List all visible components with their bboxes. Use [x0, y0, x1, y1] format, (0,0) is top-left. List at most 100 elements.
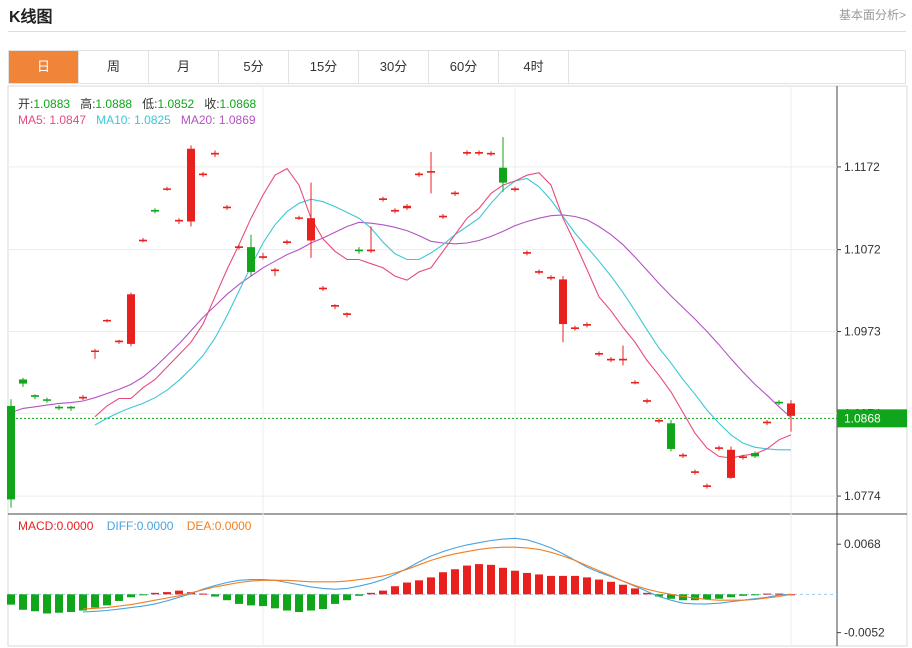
ma5-value: 1.0847 [49, 113, 87, 127]
macd-readout: MACD:0.0000 DIFF:0.0000 DEA:0.0000 [18, 519, 251, 533]
low-value: 1.0852 [157, 97, 195, 111]
tab-30min[interactable]: 30分 [359, 51, 429, 83]
macd-bar [439, 572, 447, 595]
macd-bar [499, 567, 507, 595]
ma-readout: MA5: 1.0847 MA10: 1.0825 MA20: 1.0869 [18, 113, 256, 127]
candle-body [235, 246, 243, 248]
candle-body [403, 205, 411, 209]
macd-bar [55, 594, 63, 613]
macd-bar [259, 594, 267, 607]
macd-bar [571, 575, 579, 595]
tab-4hour[interactable]: 4时 [499, 51, 569, 83]
dea-line [82, 546, 792, 610]
candle-body [511, 188, 519, 191]
y-tick-label: 1.0973 [844, 324, 881, 338]
diff-value: 0.0000 [136, 519, 174, 533]
macd-value: 0.0000 [56, 519, 94, 533]
current-price-tag [837, 409, 907, 428]
tab-day[interactable]: 日 [9, 51, 79, 83]
candle-body [763, 421, 771, 424]
candle-body [127, 294, 135, 344]
tab-5min[interactable]: 5分 [219, 51, 289, 83]
candle-body [163, 188, 171, 190]
y-tick-label: 1.1072 [844, 243, 881, 257]
candle-body [391, 209, 399, 212]
open-value: 1.0883 [33, 97, 71, 111]
macd-bar [19, 594, 27, 610]
dea-label: DEA: [186, 519, 215, 533]
macd-bar [403, 582, 411, 595]
candle-body [487, 152, 495, 155]
candle-body [499, 167, 507, 183]
candle-body [715, 447, 723, 449]
candle-body [631, 381, 639, 384]
macd-bar [67, 594, 75, 612]
macd-bar [451, 569, 459, 595]
macd-bar [463, 565, 471, 595]
macd-bar [247, 594, 255, 606]
macd-bar [619, 584, 627, 595]
macd-bar [607, 581, 615, 595]
candle-body [319, 287, 327, 290]
macd-bar [379, 590, 387, 595]
candle-body [655, 419, 663, 422]
tab-15min[interactable]: 15分 [289, 51, 359, 83]
candle-body [295, 217, 303, 219]
candle-body [463, 152, 471, 154]
macd-bar [775, 593, 783, 595]
candle-body [31, 395, 39, 397]
candle-body [139, 239, 147, 242]
macd-bar [679, 594, 687, 601]
candle-body [247, 247, 255, 272]
open-label: 开: [18, 97, 34, 111]
macd-bar [547, 575, 555, 595]
candle-body [43, 399, 51, 401]
tab-60min[interactable]: 60分 [429, 51, 499, 83]
macd-label: MACD: [18, 519, 57, 533]
candle-body [151, 209, 159, 212]
close-value: 1.0868 [219, 97, 257, 111]
macd-bar [115, 594, 123, 601]
macd-bar [427, 577, 435, 595]
macd-bar [715, 594, 723, 599]
tab-month[interactable]: 月 [149, 51, 219, 83]
fundamental-analysis-link[interactable]: 基本面分析> [838, 8, 906, 22]
ma5-label: MA5: [18, 113, 47, 127]
candle-body [259, 256, 267, 258]
candle-body [367, 249, 375, 252]
candle-body [223, 206, 231, 209]
candle-body [187, 148, 195, 222]
diff-label: DIFF: [106, 519, 137, 533]
candle-body [475, 152, 483, 154]
y-tick-label: 1.0774 [844, 489, 881, 503]
macd-bar [271, 594, 279, 609]
candle-body [415, 173, 423, 176]
candle-body [571, 327, 579, 330]
candle-body [667, 423, 675, 449]
candle-body [535, 271, 543, 273]
dea-value: 0.0000 [214, 519, 252, 533]
ohlc-readout: 开:1.0883 高:1.0888 低:1.0852 收:1.0868 [18, 95, 256, 112]
macd-bar [523, 572, 531, 595]
macd-bar [691, 594, 699, 601]
y-tick-label: 1.1172 [844, 160, 880, 174]
macd-bar [79, 594, 87, 611]
candle-body [439, 215, 447, 218]
candle-body [307, 218, 315, 241]
candle-body [679, 454, 687, 457]
high-label: 高: [80, 97, 96, 111]
ma10-value: 1.0825 [134, 113, 171, 127]
macd-bar [643, 592, 651, 595]
macd-bar [355, 594, 363, 596]
macd-bar [535, 574, 543, 595]
tab-week[interactable]: 周 [79, 51, 149, 83]
macd-bar [415, 580, 423, 595]
macd-bar [211, 594, 219, 597]
macd-y-tick-label: -0.0052 [844, 626, 885, 640]
candle-body [751, 453, 759, 457]
candle-body [175, 219, 183, 222]
candle-body [451, 192, 459, 195]
ma5-line [94, 167, 792, 459]
macd-bar [223, 594, 231, 601]
